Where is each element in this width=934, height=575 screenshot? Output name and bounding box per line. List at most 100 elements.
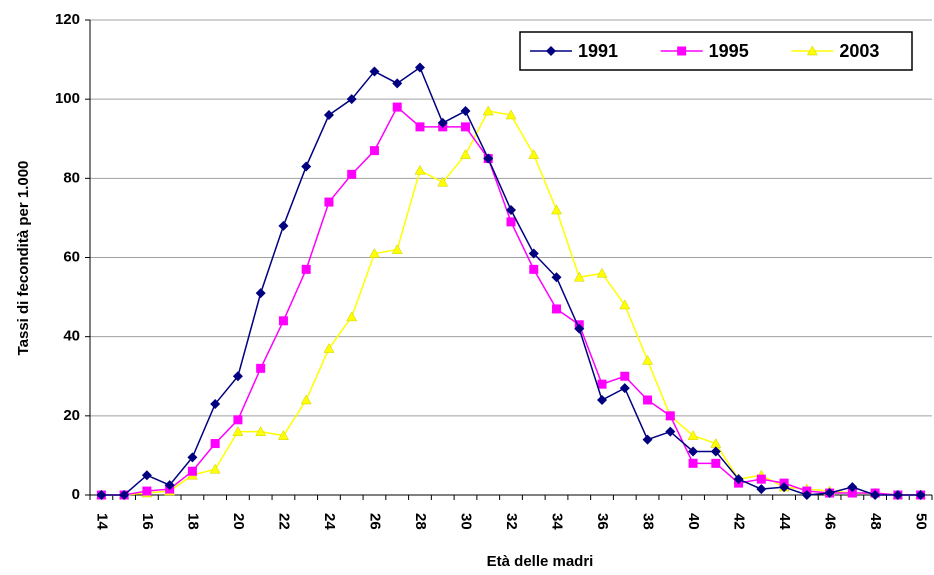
series-line (101, 110, 921, 496)
data-point (347, 169, 357, 179)
data-point (437, 176, 449, 187)
x-tick-label: 26 (366, 513, 383, 530)
x-tick-label: 34 (549, 513, 566, 530)
data-point (255, 288, 266, 299)
x-tick-label: 20 (230, 513, 247, 530)
x-tick-label: 16 (139, 513, 156, 530)
data-point (665, 411, 675, 421)
data-point (278, 430, 289, 440)
data-point (369, 146, 379, 156)
data-point (460, 149, 471, 159)
data-point (142, 486, 152, 496)
data-point (892, 490, 903, 500)
x-tick-label: 30 (458, 513, 475, 530)
series-line (101, 105, 921, 496)
x-tick-label: 40 (685, 513, 702, 530)
x-tick-label: 44 (776, 513, 793, 530)
y-tick-label: 20 (63, 407, 80, 424)
x-tick-label: 22 (275, 513, 292, 530)
data-point (529, 264, 539, 274)
y-tick-label: 40 (63, 328, 80, 345)
x-tick-label: 48 (867, 513, 884, 530)
legend-box (519, 31, 913, 71)
data-point (209, 463, 221, 474)
data-point (824, 488, 835, 499)
data-point (415, 122, 425, 132)
data-point (710, 446, 721, 457)
data-point (301, 264, 311, 274)
data-point (619, 299, 631, 310)
y-tick-label: 100 (55, 90, 80, 107)
data-point (688, 458, 698, 468)
data-point (323, 343, 335, 353)
data-point (233, 415, 243, 425)
data-point (278, 220, 289, 231)
x-tick-label: 38 (640, 513, 657, 530)
series (96, 102, 926, 500)
data-point (643, 395, 653, 405)
data-point (210, 398, 221, 409)
data-point (392, 102, 402, 112)
data-point (677, 46, 687, 56)
data-point (460, 122, 470, 132)
data-point (232, 371, 243, 382)
data-point (232, 426, 244, 436)
data-point (573, 271, 585, 282)
data-point (278, 316, 288, 326)
legend-label: 1995 (709, 41, 749, 61)
data-point (597, 395, 608, 405)
data-point (756, 484, 767, 495)
data-point (596, 267, 608, 278)
x-axis-title: Età delle madri (487, 553, 594, 570)
data-point (642, 354, 653, 365)
data-point (528, 248, 539, 259)
data-point (300, 394, 312, 405)
data-point (96, 490, 107, 500)
data-point (506, 205, 516, 215)
data-point (915, 490, 926, 500)
x-tick-label: 36 (594, 513, 611, 530)
data-point (870, 490, 881, 500)
series-line (101, 66, 921, 496)
data-point (141, 470, 152, 481)
y-tick-label: 0 (72, 486, 80, 503)
data-point (255, 426, 267, 436)
x-tick-label: 14 (93, 513, 110, 530)
data-point (164, 480, 175, 491)
series (95, 105, 927, 500)
data-point (346, 94, 357, 105)
data-point (665, 426, 676, 437)
data-point (756, 474, 766, 484)
data-point (733, 474, 744, 485)
x-tick-label: 42 (731, 513, 748, 530)
data-point (506, 217, 516, 227)
data-point (551, 204, 562, 215)
data-point (688, 446, 699, 457)
y-tick-label: 60 (63, 248, 80, 265)
data-point (779, 482, 790, 493)
data-point (505, 109, 517, 120)
data-point (369, 248, 380, 258)
y-tick-label: 120 (55, 11, 80, 28)
legend-label: 1991 (578, 41, 618, 61)
data-point (546, 46, 556, 56)
x-tick-label: 24 (321, 513, 338, 530)
x-tick-label: 28 (412, 513, 429, 530)
data-point (323, 110, 334, 120)
data-point (483, 153, 494, 164)
data-point (187, 452, 198, 463)
data-point (210, 439, 220, 449)
data-point (552, 304, 562, 314)
data-point (620, 371, 630, 381)
data-point (711, 458, 721, 468)
data-point (642, 434, 653, 445)
data-point (414, 164, 426, 175)
x-tick-label: 32 (503, 513, 520, 530)
series (96, 62, 926, 500)
data-point (414, 62, 425, 73)
data-point (187, 466, 197, 476)
data-point (687, 430, 699, 440)
x-tick-label: 46 (822, 513, 839, 530)
data-point (528, 149, 540, 159)
